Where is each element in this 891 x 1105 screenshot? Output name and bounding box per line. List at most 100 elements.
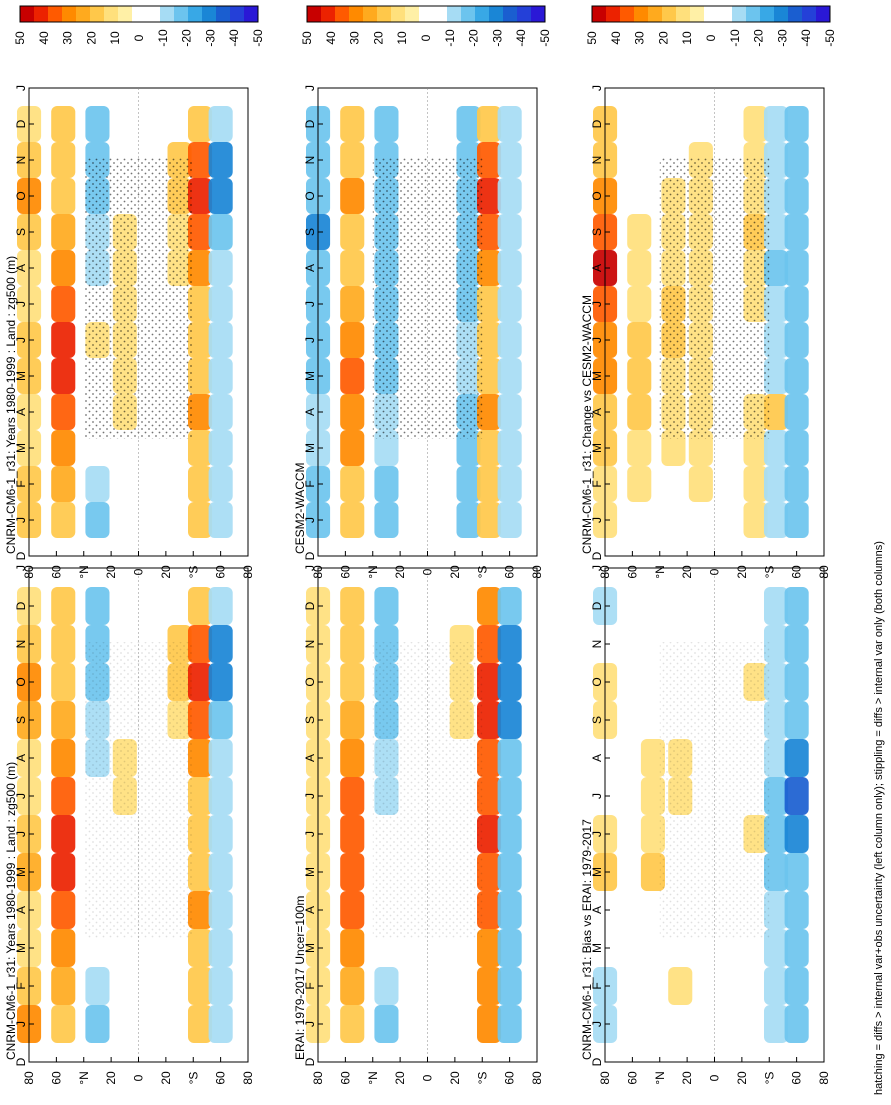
contour-cell [627, 214, 652, 250]
contour-cell [477, 777, 502, 815]
contour-cell [668, 967, 693, 1005]
lat-tick-label: 0 [708, 568, 722, 575]
month-tick-label: F [14, 480, 28, 487]
contour-cell [477, 967, 502, 1005]
colorbar-label: -40 [514, 29, 528, 47]
contour-cell [497, 214, 522, 250]
contour-cell [497, 286, 522, 322]
month-tick-label: M [14, 943, 28, 953]
contour-cell [497, 322, 522, 358]
contour-cell [764, 891, 789, 929]
month-tick-label: M [303, 443, 317, 453]
contour-cell [374, 967, 399, 1005]
contour-cell [627, 466, 652, 502]
month-tick-label: J [590, 1021, 604, 1027]
lat-band [477, 106, 502, 538]
colorbar-label: 0 [132, 34, 146, 41]
contour-cell [497, 663, 522, 701]
colorbar-label: 0 [419, 34, 433, 41]
contour-cell [208, 663, 233, 701]
month-tick-label: D [14, 551, 28, 560]
contour-cell [51, 739, 76, 777]
lat-tick-label: °S [762, 1072, 776, 1085]
contour-cell [188, 815, 213, 853]
contour-cell [208, 587, 233, 625]
contour-cell [497, 106, 522, 142]
lat-tick-label: 0 [132, 1074, 146, 1081]
month-tick-label: J [14, 517, 28, 523]
contour-cell [340, 106, 365, 142]
contour-cell [340, 502, 365, 538]
lat-tick-label: 80 [598, 1071, 612, 1085]
contour-cell [188, 142, 213, 178]
contour-cell [764, 394, 789, 430]
contour-cell [477, 142, 502, 178]
contour-cell [784, 214, 809, 250]
colorbar-swatch [34, 6, 49, 22]
contour-cell [497, 1005, 522, 1043]
colorbar-swatch [419, 6, 434, 22]
stippling-region [372, 642, 483, 939]
contour-cell [477, 358, 502, 394]
contour-cell [477, 625, 502, 663]
lat-tick-label: 0 [132, 568, 146, 575]
contour-cell [764, 739, 789, 777]
month-tick-label: J [590, 337, 604, 343]
lat-tick-label: °S [475, 1072, 489, 1085]
contour-cell [477, 466, 502, 502]
colorbar-swatch [606, 6, 621, 22]
month-tick-label: M [14, 443, 28, 453]
lat-band [51, 587, 76, 1043]
contour-cell [497, 394, 522, 430]
month-tick-label: M [590, 443, 604, 453]
contour-cell [85, 587, 110, 625]
colorbar-swatch [648, 6, 663, 22]
lat-tick-label: 60 [49, 565, 63, 579]
colorbar: 50 40 30 20 10 0 -10 -20 -30 -40 -50 [13, 5, 265, 47]
month-tick-label: S [303, 228, 317, 236]
contour-cell [340, 466, 365, 502]
colorbar-swatch [802, 6, 817, 22]
colorbar-swatch [475, 6, 490, 22]
month-tick-label: A [303, 906, 317, 914]
contour-cell [51, 625, 76, 663]
contour-cell [85, 1005, 110, 1043]
lat-tick-label: 80 [241, 565, 255, 579]
footnote: hatching = diffs > internal var+obs unce… [873, 541, 885, 1095]
contour-cell [51, 1005, 76, 1043]
month-tick-label: F [590, 480, 604, 487]
contour-cell [188, 853, 213, 891]
month-tick-label: J [590, 565, 604, 571]
contour-cell [627, 250, 652, 286]
lat-tick-label: 0 [708, 1074, 722, 1081]
colorbar-label: 30 [633, 31, 647, 45]
contour-cell [784, 358, 809, 394]
lat-tick-label: 80 [22, 1071, 36, 1085]
month-tick-label: O [303, 677, 317, 686]
month-tick-label: S [590, 716, 604, 724]
contour-cell [51, 358, 76, 394]
colorbar-label: 50 [300, 31, 314, 45]
lat-tick-label: 60 [214, 1071, 228, 1085]
contour-cell [784, 502, 809, 538]
contour-cell [188, 286, 213, 322]
colorbar-label: -50 [538, 29, 552, 47]
contour-cell [340, 1005, 365, 1043]
colorbar-label: 20 [656, 31, 670, 45]
month-tick-label: D [303, 551, 317, 560]
colorbar-swatch [244, 6, 259, 22]
contour-cell [51, 815, 76, 853]
colorbar-label: 30 [348, 31, 362, 45]
contour-cell [784, 967, 809, 1005]
colorbar-swatch [202, 6, 217, 22]
contour-cell [188, 394, 213, 430]
month-tick-label: A [303, 408, 317, 416]
contour-cell [188, 106, 213, 142]
month-tick-label: J [14, 301, 28, 307]
month-tick-label: J [303, 517, 317, 523]
colorbar-swatch [307, 6, 322, 22]
contour-cell [340, 815, 365, 853]
lat-tick-label: 80 [530, 1071, 544, 1085]
